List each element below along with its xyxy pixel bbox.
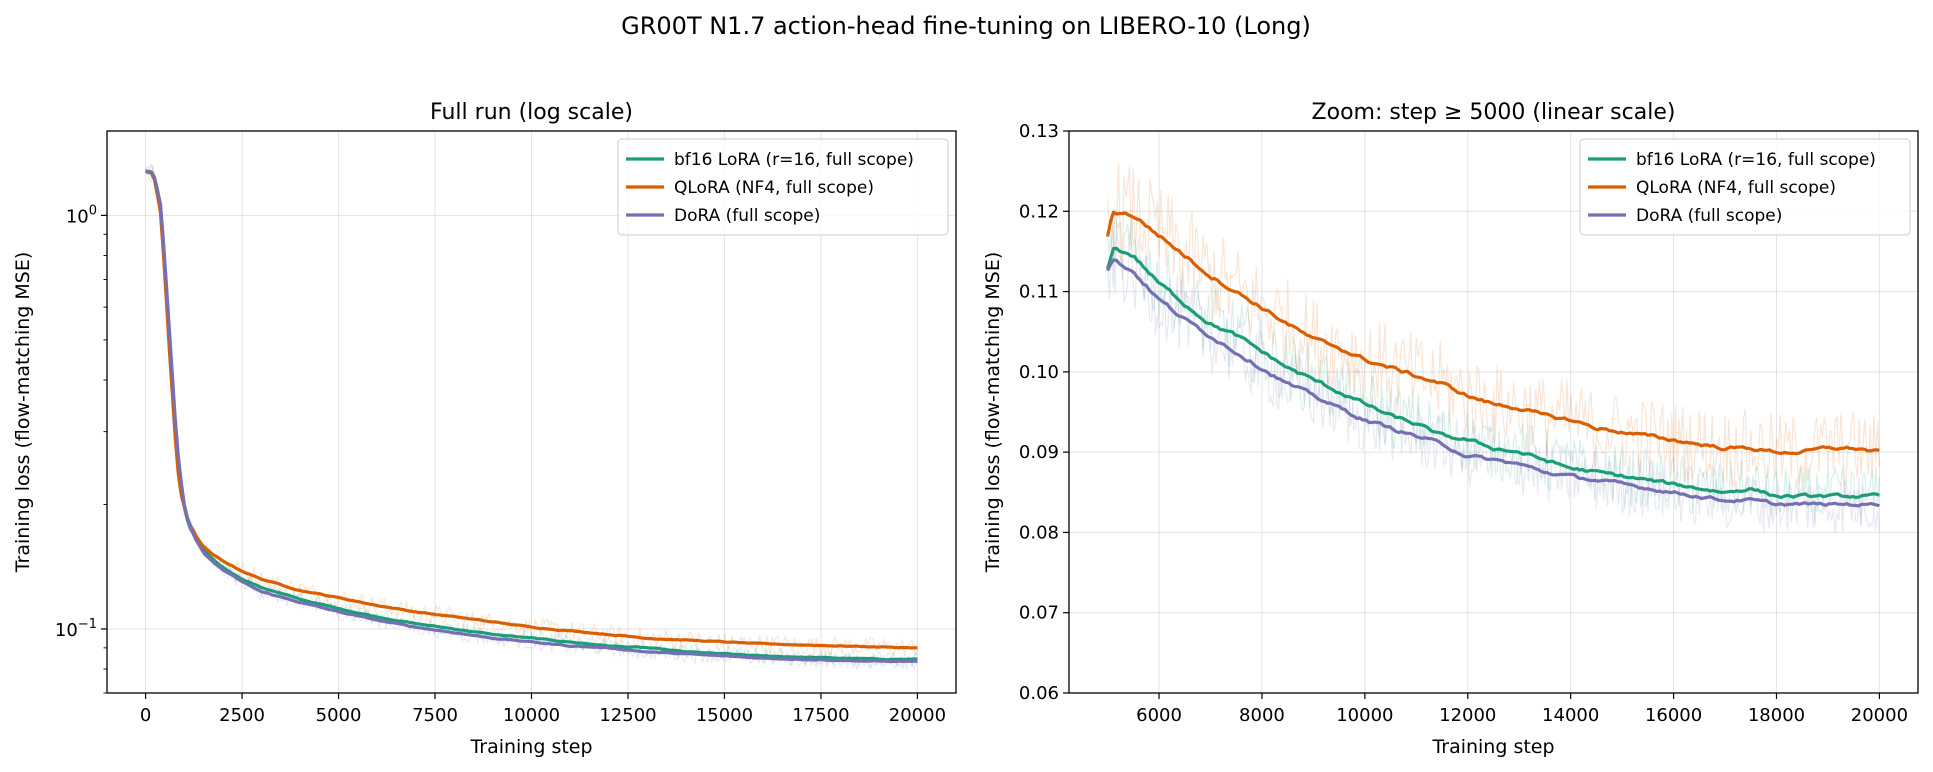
- series-line: [1106, 246, 1880, 500]
- x-tick-label: 10000: [1336, 705, 1393, 726]
- x-tick-label: 15000: [696, 705, 753, 726]
- legend-box: [617, 138, 949, 236]
- legend-box: [1579, 138, 1911, 236]
- series-raw-trace: [1107, 163, 1880, 489]
- left-chart-panel: 0 2500 5000 7500 10000 12500 15000 17500 20000 10…: [12, 100, 957, 758]
- x-tick-label: 20000: [1851, 705, 1908, 726]
- left-series-lines: [145, 169, 918, 664]
- left-legend: bf16 LoRA (r=16, full scope) QLoRA (NF4, …: [617, 138, 949, 236]
- y-tick-label: 0.11: [1019, 282, 1059, 303]
- x-tick-label: 18000: [1748, 705, 1805, 726]
- y-tick-label: 0.12: [1019, 201, 1059, 222]
- x-tick-label: 2500: [219, 705, 265, 726]
- y-tick-label: 0.13: [1019, 121, 1059, 142]
- right-series-lines: [1106, 210, 1880, 508]
- right-ticks: 6000 8000 10000 12000 14000 16000 18000 20000 0.…: [1019, 121, 1908, 726]
- y-tick-label: 0.08: [1019, 522, 1059, 543]
- series-line: [1106, 210, 1880, 456]
- x-tick-label: 17500: [792, 705, 849, 726]
- right-axes-frame: [1068, 130, 1919, 694]
- series-line: [145, 169, 918, 664]
- right-legend: bf16 LoRA (r=16, full scope) QLoRA (NF4, …: [1579, 138, 1911, 236]
- left-chart-title: Full run (log scale): [430, 100, 633, 125]
- x-tick-label: 8000: [1239, 705, 1285, 726]
- x-tick-label: 0: [140, 705, 151, 726]
- legend-label: DoRA (full scope): [1636, 206, 1782, 226]
- y-tick-label: 0.07: [1019, 603, 1059, 624]
- y-tick-label: 0.06: [1019, 683, 1059, 704]
- series-raw-trace: [1107, 220, 1880, 534]
- x-tick-label: 12000: [1439, 705, 1496, 726]
- legend-label: bf16 LoRA (r=16, full scope): [674, 150, 914, 170]
- x-tick-label: 6000: [1136, 705, 1182, 726]
- series-line: [1106, 258, 1880, 508]
- right-chart-title: Zoom: step ≥ 5000 (linear scale): [1312, 100, 1676, 125]
- x-tick-label: 10000: [503, 705, 560, 726]
- x-tick-label: 14000: [1542, 705, 1599, 726]
- x-tick-label: 20000: [889, 705, 946, 726]
- x-tick-label: 12500: [599, 705, 656, 726]
- y-tick-label: 0.10: [1019, 362, 1059, 383]
- legend-label: bf16 LoRA (r=16, full scope): [1636, 150, 1876, 170]
- series-line: [145, 169, 918, 650]
- left-x-axis-label: Training step: [469, 736, 592, 758]
- x-tick-label: 16000: [1645, 705, 1702, 726]
- x-tick-label: 5000: [316, 705, 362, 726]
- y-tick-label: 10−1: [55, 617, 97, 641]
- left-ticks: 0 2500 5000 7500 10000 12500 15000 17500 20000 10…: [55, 203, 946, 726]
- legend-label: DoRA (full scope): [674, 206, 820, 226]
- right-chart-panel: 6000 8000 10000 12000 14000 16000 18000 20000 0.…: [982, 100, 1919, 758]
- left-y-axis-label: Training loss (flow-matching MSE): [12, 252, 34, 574]
- series-line: [145, 169, 918, 662]
- legend-label: QLoRA (NF4, full scope): [1636, 178, 1836, 198]
- x-tick-label: 7500: [412, 705, 458, 726]
- right-y-axis-label: Training loss (flow-matching MSE): [982, 252, 1004, 574]
- legend-label: QLoRA (NF4, full scope): [674, 178, 874, 198]
- right-x-axis-label: Training step: [1431, 736, 1554, 758]
- y-tick-label: 100: [66, 203, 97, 227]
- figure-title: GR00T N1.7 action-head fine-tuning on LI…: [621, 12, 1311, 40]
- y-tick-label: 0.09: [1019, 442, 1059, 463]
- series-raw-trace: [1107, 208, 1880, 527]
